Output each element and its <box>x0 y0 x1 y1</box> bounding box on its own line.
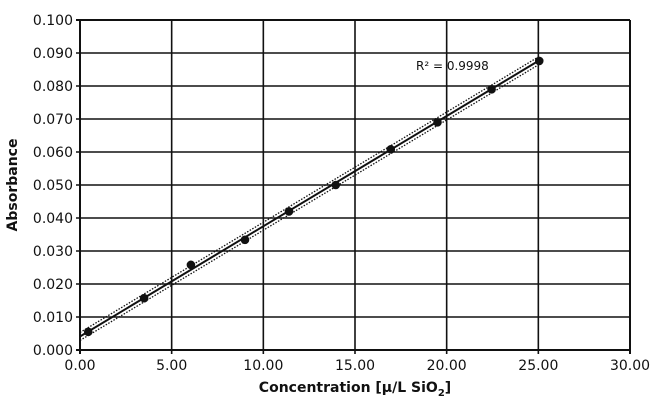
data-point <box>139 293 149 303</box>
data-point <box>186 260 196 270</box>
y-tick-labels: 0.000 0.010 0.020 0.030 0.040 0.050 0.060 0.070… <box>33 13 73 359</box>
x-axis-label-close: ] <box>445 380 451 396</box>
x-tick-label: 0.00 <box>64 358 95 374</box>
x-axis-label-main: Concentration [µ/L SiO <box>259 380 438 396</box>
data-point <box>83 327 93 337</box>
x-tick-label: 15.00 <box>335 358 375 374</box>
x-tick-label: 5.00 <box>156 358 187 374</box>
data-point <box>284 207 294 216</box>
data-point <box>331 180 341 190</box>
y-tick-label: 0.060 <box>33 145 73 161</box>
y-tick-label: 0.020 <box>33 277 73 293</box>
regression-line <box>79 59 540 338</box>
x-tick-label: 30.00 <box>610 358 650 374</box>
y-tick-label: 0.050 <box>33 178 73 194</box>
x-tick-label: 10.00 <box>243 358 283 374</box>
x-axis-label: Concentration [µ/L SiO2] <box>259 380 451 399</box>
data-point <box>534 56 544 66</box>
x-tick-label: 25.00 <box>518 358 558 374</box>
y-tick-label: 0.070 <box>33 112 73 128</box>
y-tick-label: 0.040 <box>33 211 73 227</box>
data-points <box>83 56 544 337</box>
data-point <box>487 85 496 94</box>
lower-confidence-line <box>79 63 540 341</box>
grid <box>76 19 631 354</box>
y-tick-label: 0.000 <box>33 343 73 359</box>
y-tick-label: 0.100 <box>33 13 73 29</box>
data-point <box>433 118 442 127</box>
x-tick-label: 20.00 <box>427 358 467 374</box>
y-tick-label: 0.090 <box>33 46 73 62</box>
y-tick-label: 0.030 <box>33 244 73 260</box>
x-axis-label-subscript: 2 <box>438 388 445 399</box>
y-axis-label: Absorbance <box>5 139 21 232</box>
x-tick-labels: 0.00 5.00 10.00 15.00 20.00 25.00 30.00 <box>64 358 650 374</box>
r-squared-annotation: R² = 0.9998 <box>416 59 489 73</box>
y-tick-label: 0.010 <box>33 310 73 326</box>
data-point <box>386 145 396 154</box>
data-point <box>240 235 250 245</box>
y-tick-label: 0.080 <box>33 79 73 95</box>
upper-confidence-line <box>79 55 540 334</box>
fit-lines <box>79 55 540 341</box>
